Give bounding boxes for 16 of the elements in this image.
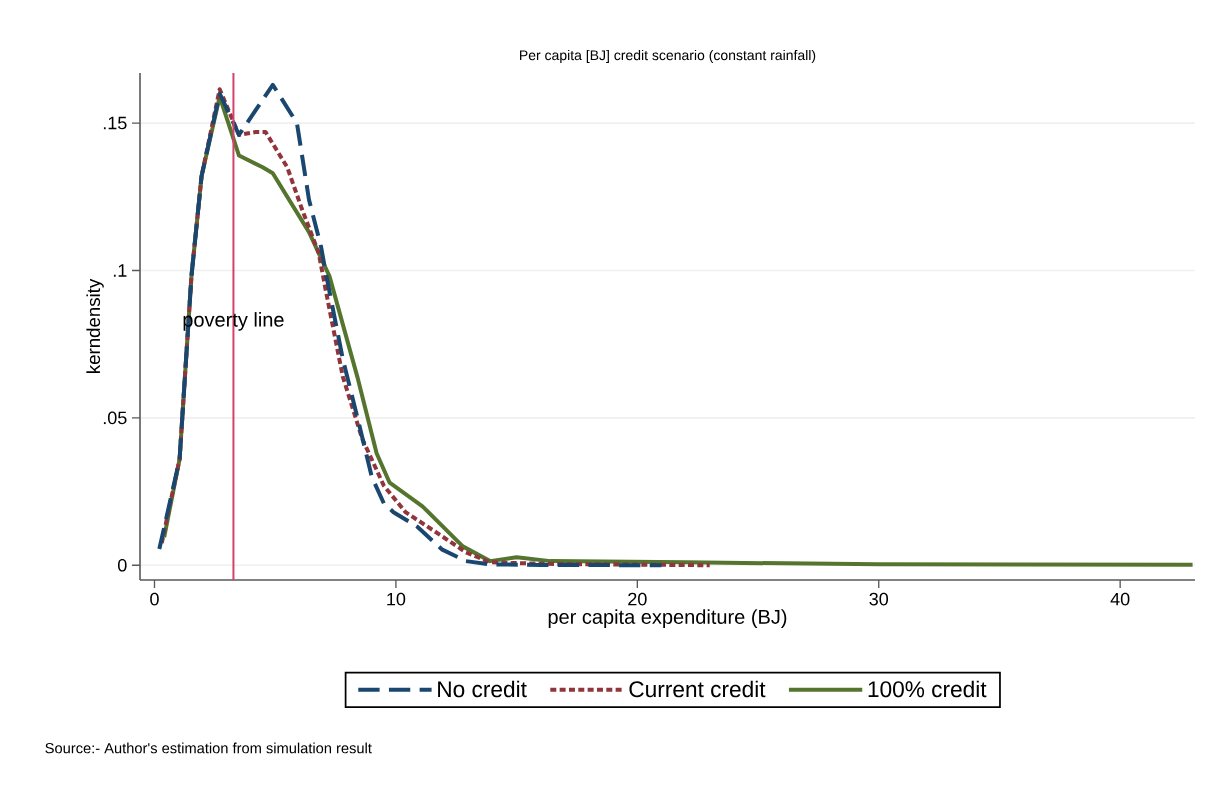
legend-label: 100% credit <box>868 680 987 698</box>
y-tick-label: .1 <box>113 264 127 277</box>
x-tick-label: 0 <box>150 592 159 606</box>
y-tick-label: .15 <box>103 116 127 130</box>
y-tick-label: .05 <box>103 411 127 425</box>
legend-label: Current credit <box>629 680 766 698</box>
y-tick-label: 0 <box>118 558 127 572</box>
x-tick-label: 30 <box>869 592 889 606</box>
legend-label: No credit <box>438 680 527 698</box>
y-axis-title: kerndensity <box>86 278 104 373</box>
source-note: Source:- Author's estimation from simulation result <box>45 742 372 754</box>
x-axis-title: per capita expenditure (BJ) <box>548 609 787 628</box>
x-tick-label: 20 <box>628 592 647 606</box>
x-tick-label: 10 <box>387 592 406 606</box>
chart-title: Per capita [BJ] credit scenario (constant rainfall) <box>520 49 816 63</box>
x-tick-label: 40 <box>1110 592 1130 606</box>
